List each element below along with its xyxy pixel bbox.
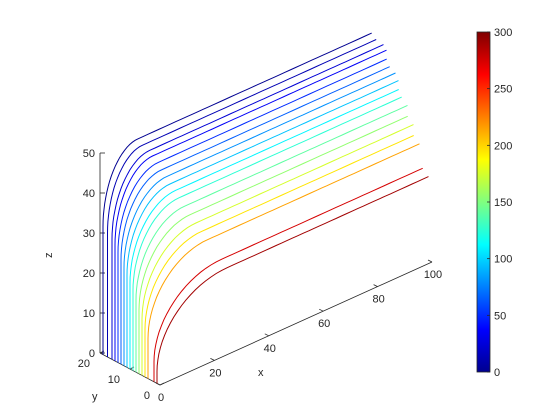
- z-tick-label: 40: [83, 188, 95, 200]
- x-tick-label: 100: [424, 269, 442, 281]
- series-line: [156, 176, 429, 384]
- series-line: [153, 167, 423, 382]
- series-line: [141, 124, 414, 376]
- z-tick-label: 30: [83, 228, 95, 240]
- series-line: [147, 143, 420, 379]
- series-line: [114, 49, 387, 361]
- series-line: [135, 104, 408, 373]
- colorbar-tick-label: 50: [494, 310, 506, 322]
- y-tick-label: 0: [144, 390, 150, 402]
- series-line: [132, 96, 402, 371]
- series-line: [102, 32, 372, 355]
- x-tick: [319, 308, 324, 312]
- x-tick: [427, 259, 433, 263]
- y-axis-label: y: [92, 391, 98, 403]
- series-line: [107, 39, 377, 357]
- z-tick-label: 20: [83, 268, 95, 280]
- x-tick-label: 0: [158, 392, 164, 404]
- colorbar: 0 50 100 150 200 250 300: [476, 27, 512, 379]
- x-tick: [264, 333, 269, 337]
- series-line: [126, 80, 399, 368]
- x-tick-label: 60: [318, 318, 330, 330]
- series-line: [120, 66, 390, 365]
- colorbar-tick-label: 200: [494, 140, 512, 152]
- z-tick-label: 10: [83, 308, 95, 320]
- z-tick-label: 0: [89, 348, 95, 360]
- colorbar-tick-label: 0: [494, 367, 500, 379]
- series-line: [138, 115, 408, 374]
- series-line: [144, 135, 414, 377]
- z-axis-label: z: [43, 253, 55, 259]
- x-axis-label: x: [258, 367, 264, 379]
- data-curves: [102, 32, 429, 384]
- series-line: [123, 72, 396, 366]
- z-tick-label: 50: [83, 148, 95, 160]
- y-tick-label: 20: [78, 358, 90, 370]
- x-tick-label: 40: [264, 343, 276, 355]
- series-line: [117, 58, 387, 363]
- axis-labels: x y z: [43, 253, 264, 404]
- x-tick-label: 80: [372, 294, 384, 306]
- series-line: [129, 89, 399, 369]
- colorbar-tick-label: 100: [494, 254, 512, 266]
- series-line: [111, 44, 384, 360]
- x-tick-label: 20: [209, 367, 221, 379]
- colorbar-tick-label: 250: [494, 84, 512, 96]
- x-axis-line: [159, 261, 433, 386]
- x-tick: [373, 284, 378, 287]
- colorbar-tick-label: 150: [494, 197, 512, 209]
- y-tick-label: 10: [108, 374, 120, 386]
- colorbar-tick-label: 300: [494, 27, 512, 39]
- x-tick: [210, 358, 215, 361]
